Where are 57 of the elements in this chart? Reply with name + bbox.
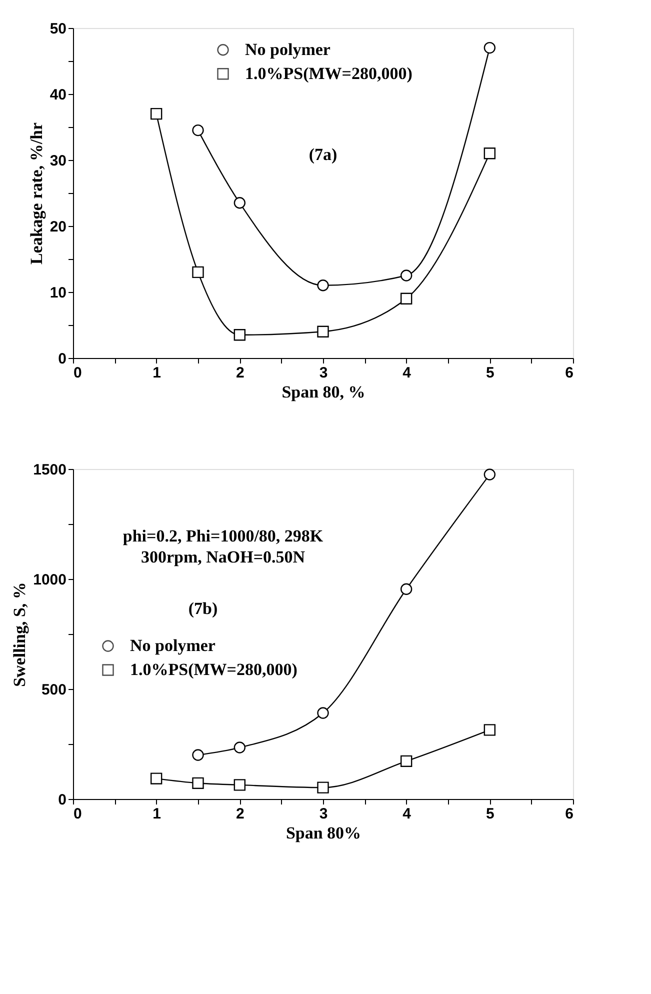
legend-label: 1.0%PS(MW=280,000) <box>245 64 412 83</box>
point <box>234 329 246 341</box>
x-tick-label: 2 <box>236 806 244 822</box>
y-tick-label: 50 <box>50 20 66 38</box>
x-tick-label: 0 <box>74 364 82 382</box>
annotation: (7a) <box>308 144 338 164</box>
point <box>234 742 246 754</box>
point <box>317 326 329 338</box>
y-tick-label: 500 <box>41 682 66 698</box>
point <box>192 749 204 761</box>
y-axis-title: Swelling, S, % <box>10 582 30 687</box>
annotation: phi=0.2, Phi=1000/80, 298K 300rpm, NaOH=0.50N <box>122 526 324 566</box>
x-axis-title: Span 80, % <box>282 382 366 402</box>
legend-label: No polymer <box>130 636 216 655</box>
annotation: (7b) <box>188 599 218 618</box>
x-axis-title: Span 80% <box>286 824 362 842</box>
x-tick-label: 4 <box>402 364 412 382</box>
y-tick-label: 10 <box>50 284 66 302</box>
y-tick-label: 20 <box>50 218 66 236</box>
y-tick-label: 40 <box>50 86 66 104</box>
y-tick-label: 30 <box>50 152 66 170</box>
point <box>484 42 496 54</box>
point <box>400 292 412 304</box>
y-tick-label: 1000 <box>33 572 66 588</box>
point <box>400 755 412 768</box>
point <box>150 108 162 120</box>
point <box>317 782 329 794</box>
point <box>234 197 246 209</box>
point <box>192 777 204 790</box>
point <box>484 148 496 160</box>
x-tick-label: 5 <box>486 364 494 382</box>
x-tick-label: 3 <box>319 806 328 822</box>
point <box>317 707 329 719</box>
point <box>150 772 162 784</box>
point <box>484 724 496 736</box>
y-tick-label: 0 <box>58 792 66 808</box>
point <box>400 270 412 282</box>
x-tick-label: 1 <box>152 364 162 382</box>
x-tick-label: 1 <box>152 806 162 822</box>
legend-label: 1.0%PS(MW=280,000) <box>130 660 298 679</box>
y-axis-title: Leakage rate, %/hr <box>26 122 46 265</box>
y-tick-label: 1500 <box>33 462 66 478</box>
point <box>484 468 496 480</box>
x-tick-label: 2 <box>236 364 244 382</box>
point <box>317 280 329 292</box>
y-tick-label: 0 <box>58 350 66 368</box>
point <box>192 266 204 278</box>
point <box>192 124 204 136</box>
point <box>234 779 246 791</box>
x-tick-label: 0 <box>74 806 82 822</box>
x-tick-label: 3 <box>319 364 328 382</box>
x-tick-label: 4 <box>402 806 412 822</box>
legend-label: No polymer <box>245 40 331 59</box>
point <box>400 583 412 595</box>
x-tick-label: 5 <box>486 806 494 822</box>
x-tick-label: 6 <box>565 806 574 822</box>
x-tick-label: 6 <box>565 364 574 382</box>
